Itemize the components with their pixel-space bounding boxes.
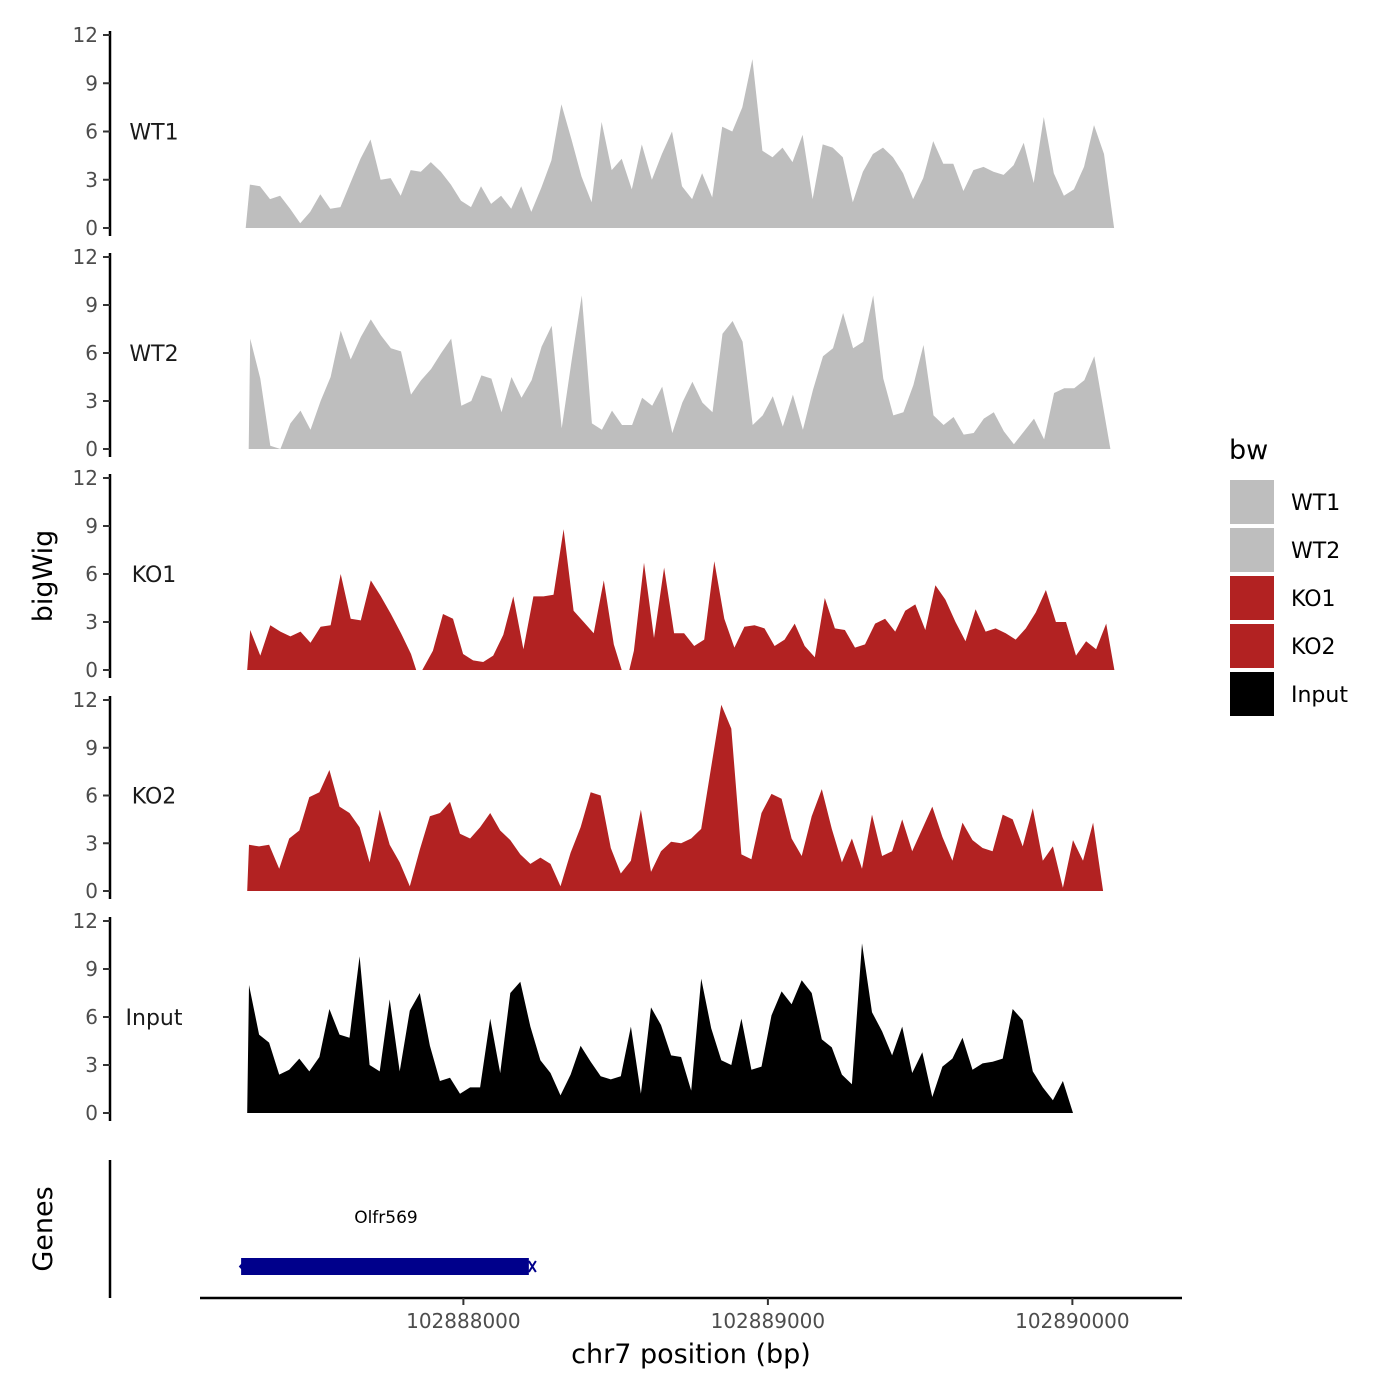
y-tick-label: 6 xyxy=(85,341,98,365)
coverage-area-input xyxy=(247,943,1073,1113)
x-tick-label: 102889000 xyxy=(711,1309,826,1333)
y-tick-label: 12 xyxy=(73,909,98,933)
coverage-area-wt1 xyxy=(245,59,1115,228)
legend-swatch-wt1 xyxy=(1230,480,1274,524)
x-tick-label: 102890000 xyxy=(1015,1309,1130,1333)
y-tick-label: 12 xyxy=(73,466,98,490)
legend-swatch-ko2 xyxy=(1230,624,1274,668)
coverage-area-ko1-segment-3 xyxy=(629,561,1115,670)
y-tick-label: 12 xyxy=(73,245,98,269)
gene-label-olfr569: Olfr569 xyxy=(354,1208,418,1228)
legend-label-ko2: KO2 xyxy=(1291,635,1336,660)
track-label-ko1: KO1 xyxy=(132,563,177,588)
legend-label-wt1: WT1 xyxy=(1291,491,1340,516)
y-tick-label: 9 xyxy=(85,71,98,95)
y-axis-title: bigWig xyxy=(28,530,59,623)
y-tick-label: 3 xyxy=(85,831,98,855)
legend-title: bw xyxy=(1229,435,1268,466)
y-tick-label: 9 xyxy=(85,514,98,538)
y-tick-label: 6 xyxy=(85,1005,98,1029)
y-tick-label: 12 xyxy=(73,688,98,712)
y-tick-label: 6 xyxy=(85,120,98,144)
gene-body-olfr569 xyxy=(241,1258,529,1275)
track-label-wt1: WT1 xyxy=(129,121,178,146)
y-tick-label: 3 xyxy=(85,1053,98,1077)
track-label-wt2: WT2 xyxy=(129,342,178,367)
legend-label-input: Input xyxy=(1291,683,1348,708)
y-tick-label: 0 xyxy=(85,1101,98,1125)
y-tick-label: 0 xyxy=(85,437,98,461)
y-tick-label: 3 xyxy=(85,168,98,192)
coverage-area-ko2 xyxy=(247,704,1104,891)
y-tick-label: 12 xyxy=(73,23,98,47)
x-tick-label: 102888000 xyxy=(406,1309,521,1333)
y-tick-label: 0 xyxy=(85,879,98,903)
y-tick-label: 9 xyxy=(85,736,98,760)
coverage-area-wt2 xyxy=(248,295,1111,449)
gene-strand-marker-start xyxy=(238,1260,246,1273)
gene-strand-marker-end xyxy=(528,1260,537,1273)
y-tick-label: 6 xyxy=(85,784,98,808)
legend-label-ko1: KO1 xyxy=(1291,587,1336,612)
coverage-area-ko1-segment-1 xyxy=(247,574,417,670)
y-tick-label: 3 xyxy=(85,389,98,413)
track-label-ko2: KO2 xyxy=(132,785,177,810)
y-tick-label: 3 xyxy=(85,610,98,634)
y-tick-label: 0 xyxy=(85,216,98,240)
legend-label-wt2: WT2 xyxy=(1291,539,1340,564)
track-label-input: Input xyxy=(126,1006,183,1031)
y-tick-label: 6 xyxy=(85,562,98,586)
genes-track-title: Genes xyxy=(28,1186,59,1271)
legend-swatch-input xyxy=(1230,672,1274,716)
y-tick-label: 9 xyxy=(85,957,98,981)
y-tick-label: 0 xyxy=(85,658,98,682)
legend-swatch-wt2 xyxy=(1230,528,1274,572)
x-axis-title: chr7 position (bp) xyxy=(571,1339,811,1370)
legend-swatch-ko1 xyxy=(1230,576,1274,620)
y-tick-label: 9 xyxy=(85,293,98,317)
coverage-area-ko1-segment-2 xyxy=(422,529,622,670)
